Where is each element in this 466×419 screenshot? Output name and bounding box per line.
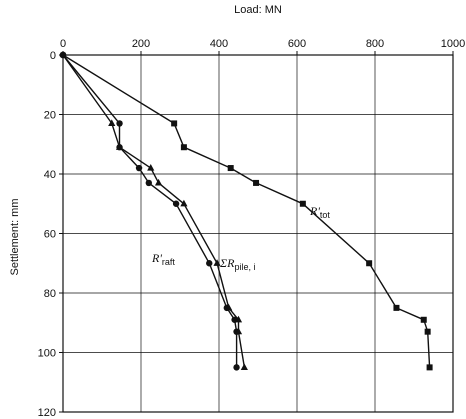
y-tick-label: 20 <box>44 110 56 122</box>
series-label-pile: ΣRpile, i <box>219 256 255 272</box>
square-marker <box>420 316 427 323</box>
circle-marker <box>206 260 213 267</box>
triangle-marker <box>213 259 221 266</box>
markers-group <box>59 51 433 371</box>
circle-marker <box>233 364 240 371</box>
circle-marker <box>116 120 123 127</box>
square-marker <box>366 260 373 267</box>
y-tick-label: 0 <box>50 50 56 62</box>
x-tick-label: 1000 <box>441 38 465 50</box>
origin-marker <box>59 51 67 59</box>
triangle-marker <box>108 119 116 127</box>
square-marker <box>424 328 431 335</box>
y-tick-label: 40 <box>44 169 56 181</box>
series-group <box>62 54 431 368</box>
square-marker <box>299 200 306 207</box>
y-tick-label: 60 <box>44 229 56 241</box>
triangle-marker <box>240 363 248 370</box>
circle-marker <box>145 179 152 187</box>
axis-ticks: 0 200 400 600 800 1000 0 20 40 60 80 100 120 <box>38 38 466 419</box>
y-axis-title: Settlement: mm <box>9 198 21 275</box>
x-axis-title: Load: MN <box>234 4 282 16</box>
series-label-raft: R'raft <box>151 251 175 267</box>
series-label-tot: R'tot <box>309 204 330 220</box>
y-tick-label: 100 <box>38 348 56 360</box>
triangle-marker <box>180 199 188 207</box>
triangle-marker <box>225 303 233 311</box>
square-marker <box>253 179 260 186</box>
triangle-marker <box>115 143 124 150</box>
series-line-pile <box>62 54 246 368</box>
square-marker <box>227 165 234 172</box>
x-tick-label: 400 <box>210 38 228 50</box>
triangle-marker <box>154 178 163 186</box>
triangle-marker <box>234 327 243 335</box>
circle-marker <box>135 164 143 172</box>
x-tick-label: 0 <box>60 38 66 50</box>
square-marker <box>393 304 400 311</box>
square-marker <box>180 144 187 151</box>
grid <box>62 54 454 413</box>
series-line-tot <box>62 54 431 368</box>
circle-marker <box>172 200 180 207</box>
triangle-marker <box>147 164 155 171</box>
y-tick-label: 80 <box>44 288 56 300</box>
square-marker <box>426 364 433 371</box>
y-tick-label: 120 <box>38 407 56 419</box>
x-tick-label: 600 <box>288 38 306 50</box>
x-tick-label: 800 <box>366 38 384 50</box>
x-tick-label: 200 <box>132 38 150 50</box>
triangle-marker <box>234 315 243 323</box>
square-marker <box>171 120 178 127</box>
series-line-raft <box>62 54 238 368</box>
